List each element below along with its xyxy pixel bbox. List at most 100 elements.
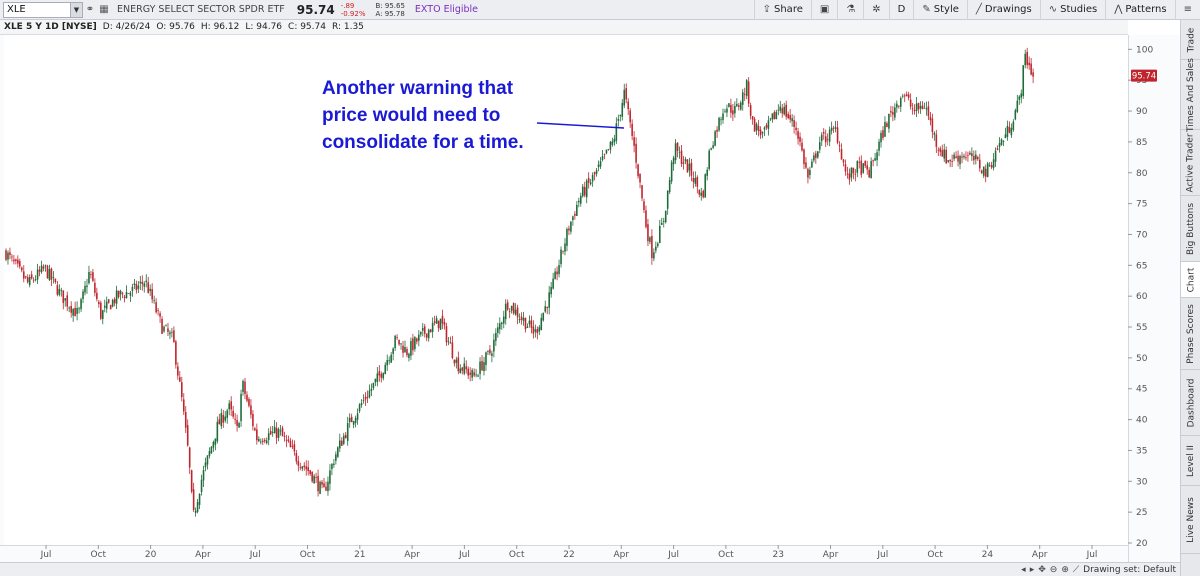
candle [502,310,505,329]
candle-body [297,461,300,466]
candle [198,493,201,510]
settings-button[interactable]: ✲ [863,0,888,20]
candle-body [978,159,981,169]
candle-body [151,289,153,300]
candle-body [135,284,138,291]
toolbar-actions: ⇪ Share ▣ ⚗ ✲ D ✎ Style ╱ Drawings [753,0,1200,20]
drawing-set-label[interactable]: Drawing set: Default [1083,564,1176,575]
candle [339,433,341,453]
scroll-right-icon[interactable]: ▸ [1029,564,1035,575]
candle-body [574,213,576,216]
candle-body [258,438,260,442]
zoom-in-icon[interactable]: ⊕ [1061,564,1069,575]
candle-body [309,470,311,475]
candle-body [587,177,590,183]
candle-body [46,265,49,279]
candle [925,101,928,116]
candle [787,111,789,120]
candle-body [668,180,671,193]
candle [860,155,863,178]
exto-badge[interactable]: EXTO Eligible [414,4,479,15]
candle [70,301,72,318]
pan-icon[interactable]: ✥ [1038,564,1046,575]
candle-body [917,102,920,110]
patterns-button[interactable]: ⋀ Patterns [1105,0,1174,20]
candle-body [514,309,517,315]
candle-body [627,101,629,110]
candle [366,390,369,403]
snapshot-button[interactable]: ▣ [810,0,837,20]
scroll-left-icon[interactable]: ◂ [1021,564,1026,575]
candle [218,413,221,425]
candle-body [147,282,150,293]
ohlc-infobar: XLE 5 Y 1D [NYSE] D: 4/26/24 O: 95.76 H:… [0,20,1128,35]
candle-body [811,161,813,168]
candle [1018,95,1021,105]
candle [570,220,572,235]
style-button[interactable]: ✎ Style [913,0,967,20]
tab-big-buttons[interactable]: Big Buttons [1181,196,1200,262]
candle-body [708,150,710,169]
candle [641,184,643,202]
link-icon[interactable]: ⚭ [85,4,95,15]
candle-body [890,111,892,113]
drawings-button[interactable]: ╱ Drawings [966,0,1040,20]
candle-body [295,453,298,462]
candle [194,507,197,517]
tab-phase-scores[interactable]: Phase Scores [1181,298,1200,370]
candle [980,169,983,175]
candle-body [348,417,351,423]
candle-body [1022,65,1025,96]
symbol-input[interactable]: XLE ▼ [3,1,83,18]
candle-body [212,441,215,448]
candle [348,413,351,428]
share-button[interactable]: ⇪ Share [753,0,811,20]
candle [560,246,562,268]
tab-level-ii[interactable]: Level II [1181,436,1200,486]
candle [283,431,286,442]
candle [90,270,92,279]
studies-button[interactable]: ∿ Studies [1039,0,1106,20]
tab-active-trader[interactable]: Active Trader [1181,130,1200,196]
candle-body [769,118,772,120]
candle-body [599,161,602,167]
chart-menu-button[interactable]: ≡ [1174,0,1200,20]
zoom-out-icon[interactable]: ⊖ [1049,564,1058,575]
candle [34,275,37,282]
tab-dashboard[interactable]: Dashboard [1181,370,1200,436]
candle [872,159,874,167]
candle [986,161,989,178]
candle [117,290,120,299]
chart-area[interactable]: 20253035404550556065707580859095100JulOc… [0,35,1180,563]
candle-body [370,388,373,391]
candle [167,322,169,336]
candle [591,172,594,187]
candle [894,103,896,121]
candle-body [281,427,284,437]
candle [1010,123,1013,139]
candle-body [101,310,104,320]
candle-body [676,142,679,151]
candle-body [913,109,916,112]
price-chart[interactable]: 20253035404550556065707580859095100JulOc… [0,35,1180,562]
lab-button[interactable]: ⚗ [837,0,863,20]
candle [333,458,335,468]
period-button[interactable]: D [888,0,914,20]
candle [757,119,760,137]
tab-times-and-sales[interactable]: Times And Sales [1181,58,1200,131]
candle-body [179,377,181,382]
candle [747,77,750,107]
candle [111,298,114,308]
grid-icon[interactable]: ▦ [99,4,109,15]
candle-body [710,148,712,150]
chart-symbol-title[interactable]: XLE 5 Y 1D [NYSE] [4,22,97,32]
tab-chart[interactable]: Chart [1181,262,1200,298]
candle [100,300,102,321]
tab-live-news[interactable]: Live News [1181,486,1200,554]
candle [931,113,934,139]
candle-body [202,470,205,481]
y-tick-label: 90 [1136,107,1148,117]
tab-trade[interactable]: Trade [1181,20,1200,60]
chevron-down-icon[interactable]: ▼ [70,2,82,17]
drawing-tool-icon[interactable]: ⟋ [1072,564,1080,575]
